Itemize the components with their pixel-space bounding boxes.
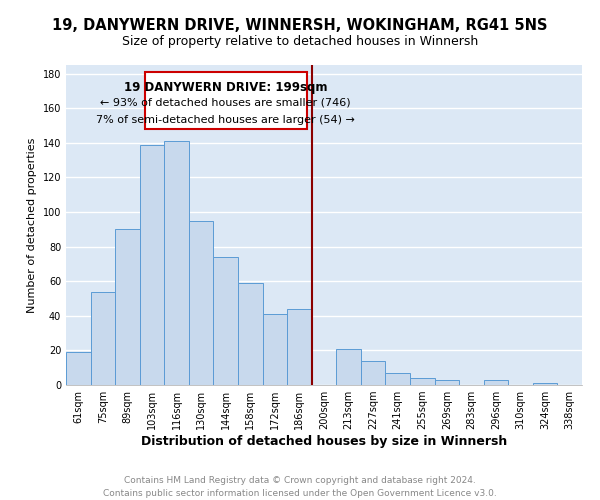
Bar [385, 373, 410, 385]
Bar [263, 314, 287, 385]
Bar [533, 384, 557, 385]
Bar [164, 141, 189, 385]
Bar [287, 309, 312, 385]
Text: Contains HM Land Registry data © Crown copyright and database right 2024.
Contai: Contains HM Land Registry data © Crown c… [103, 476, 497, 498]
Bar [238, 283, 263, 385]
Text: Size of property relative to detached houses in Winnersh: Size of property relative to detached ho… [122, 35, 478, 48]
Text: 19 DANYWERN DRIVE: 199sqm: 19 DANYWERN DRIVE: 199sqm [124, 80, 328, 94]
Y-axis label: Number of detached properties: Number of detached properties [27, 138, 37, 312]
Bar [484, 380, 508, 385]
Text: 19, DANYWERN DRIVE, WINNERSH, WOKINGHAM, RG41 5NS: 19, DANYWERN DRIVE, WINNERSH, WOKINGHAM,… [52, 18, 548, 32]
Bar [66, 352, 91, 385]
Bar [434, 380, 459, 385]
Bar [410, 378, 434, 385]
Text: 7% of semi-detached houses are larger (54) →: 7% of semi-detached houses are larger (5… [96, 115, 355, 125]
Text: ← 93% of detached houses are smaller (746): ← 93% of detached houses are smaller (74… [100, 98, 351, 108]
Bar [214, 257, 238, 385]
Bar [140, 144, 164, 385]
Bar [189, 220, 214, 385]
Bar [91, 292, 115, 385]
Bar [336, 348, 361, 385]
X-axis label: Distribution of detached houses by size in Winnersh: Distribution of detached houses by size … [141, 435, 507, 448]
Bar [115, 230, 140, 385]
Bar [361, 361, 385, 385]
FancyBboxPatch shape [145, 72, 307, 129]
